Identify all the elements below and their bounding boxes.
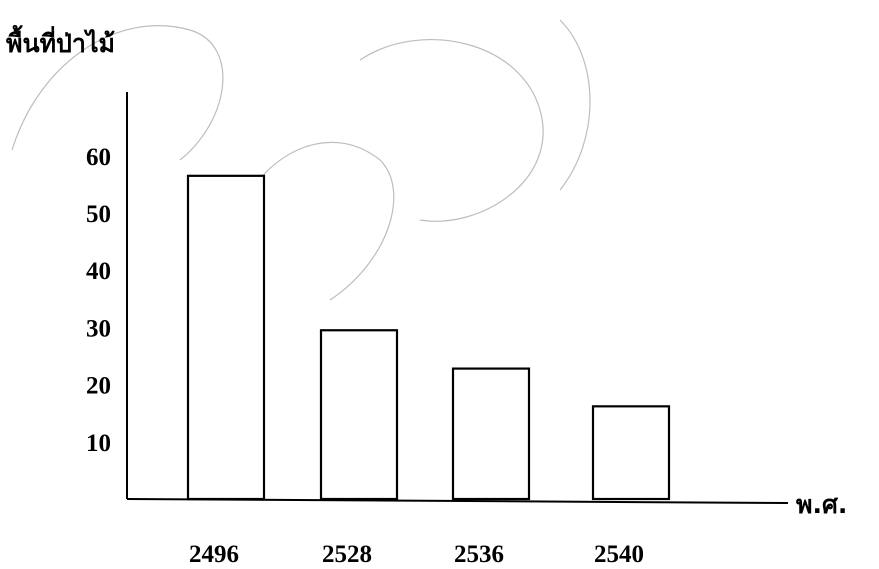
bar-2528 [319,329,399,501]
y-tick-label: 20 [86,373,111,400]
y-tick-labels: 10 20 30 40 50 60 [86,144,111,457]
x-axis-line [126,498,789,504]
x-tick-label: 2536 [454,541,504,568]
bars [186,174,671,501]
x-tick-label: 2540 [594,541,644,568]
bar-2496 [186,174,266,501]
bar-2540 [591,405,671,501]
y-tick-label: 10 [86,430,111,457]
x-tick-label: 2496 [189,541,239,568]
x-tick-label: 2528 [322,541,372,568]
y-tick-label: 60 [86,144,111,171]
y-axis-label: พื้นที่ป่าไม้ [6,24,115,58]
y-tick-label: 50 [86,201,111,228]
bar-2536 [451,367,531,501]
y-tick-label: 40 [86,258,111,285]
watermark [11,19,591,301]
y-tick-label: 30 [86,315,111,342]
x-axis-label: พ.ศ. [796,490,847,519]
x-tick-labels: 2496 2528 2536 2540 [189,541,644,568]
